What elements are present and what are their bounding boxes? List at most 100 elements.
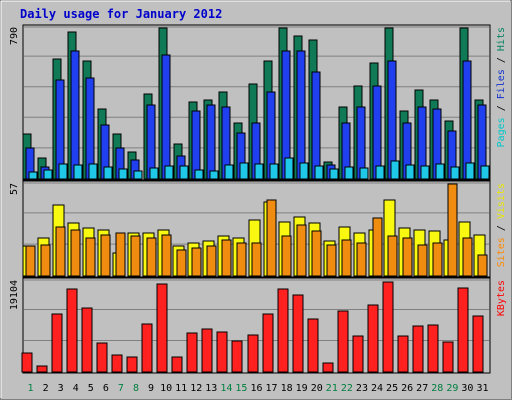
legend-entry: Visits bbox=[496, 183, 507, 219]
bar-kbytes-day-14 bbox=[216, 331, 228, 373]
bar-pages-day-5 bbox=[88, 163, 98, 180]
bar-pages-day-14 bbox=[224, 164, 234, 180]
bar-kbytes-day-11 bbox=[171, 356, 183, 373]
day-label-11: 11 bbox=[175, 383, 187, 394]
bar-sites-day-26 bbox=[402, 237, 413, 277]
bar-files-day-19 bbox=[296, 50, 306, 180]
bar-kbytes-day-7 bbox=[111, 354, 123, 373]
bar-kbytes-day-3 bbox=[51, 313, 63, 373]
day-label-25: 25 bbox=[386, 383, 398, 394]
day-label-20: 20 bbox=[311, 383, 323, 394]
bar-kbytes-day-1 bbox=[21, 352, 33, 373]
bar-kbytes-day-21 bbox=[322, 362, 334, 373]
bar-kbytes-day-16 bbox=[247, 334, 259, 373]
bar-pages-day-3 bbox=[58, 163, 68, 180]
bar-pages-day-29 bbox=[450, 166, 460, 180]
bar-kbytes-day-30 bbox=[457, 287, 469, 373]
bar-sites-day-20 bbox=[311, 230, 322, 277]
bar-pages-day-24 bbox=[375, 165, 385, 180]
bar-kbytes-day-20 bbox=[307, 318, 319, 373]
day-label-12: 12 bbox=[190, 383, 202, 394]
bar-sites-day-13 bbox=[206, 245, 217, 277]
bar-kbytes-day-13 bbox=[201, 328, 213, 373]
bar-sites-day-14 bbox=[221, 239, 232, 277]
panel-bot-legend: KBytes bbox=[496, 280, 507, 316]
bar-kbytes-day-26 bbox=[397, 335, 409, 373]
panel-top-max-label: 790 bbox=[9, 27, 20, 45]
bar-pages-day-19 bbox=[299, 162, 309, 180]
bar-kbytes-day-25 bbox=[382, 281, 394, 373]
bar-files-day-4 bbox=[70, 50, 80, 180]
legend-entry: Pages bbox=[496, 117, 507, 147]
bar-kbytes-day-17 bbox=[262, 313, 274, 373]
day-label-27: 27 bbox=[416, 383, 428, 394]
bar-pages-day-8 bbox=[133, 170, 143, 180]
bar-pages-day-28 bbox=[435, 163, 445, 180]
legend-entry: Files bbox=[496, 69, 507, 99]
day-label-17: 17 bbox=[266, 383, 278, 394]
legend-entry: Hits bbox=[496, 27, 507, 51]
bar-sites-day-22 bbox=[341, 239, 352, 277]
bar-kbytes-day-19 bbox=[292, 294, 304, 373]
bar-pages-day-22 bbox=[344, 166, 354, 180]
bar-sites-day-21 bbox=[326, 244, 337, 277]
bar-sites-day-28 bbox=[432, 242, 443, 277]
bar-sites-day-12 bbox=[191, 247, 202, 277]
bar-sites-day-24 bbox=[372, 217, 383, 277]
day-label-21: 21 bbox=[326, 383, 338, 394]
bar-pages-day-18 bbox=[284, 157, 294, 180]
bar-kbytes-day-4 bbox=[66, 288, 78, 373]
day-label-22: 22 bbox=[341, 383, 353, 394]
day-label-31: 31 bbox=[476, 383, 488, 394]
bar-kbytes-day-2 bbox=[36, 365, 48, 373]
bar-files-day-13 bbox=[206, 104, 216, 180]
legend-entry: / bbox=[496, 99, 507, 117]
bar-sites-day-16 bbox=[251, 242, 262, 277]
bar-kbytes-day-31 bbox=[472, 315, 484, 373]
bar-sites-day-17 bbox=[266, 199, 277, 277]
bar-kbytes-day-9 bbox=[141, 323, 153, 373]
panel-top: 790 Pages / Files / Hits bbox=[9, 24, 507, 181]
day-label-8: 8 bbox=[133, 383, 139, 394]
bar-pages-day-17 bbox=[269, 163, 279, 180]
bar-kbytes-day-18 bbox=[277, 288, 289, 373]
panel-mid-legend: Sites / Visits bbox=[496, 183, 507, 267]
day-label-2: 2 bbox=[43, 383, 49, 394]
bar-kbytes-day-12 bbox=[186, 332, 198, 373]
bar-pages-day-30 bbox=[465, 162, 475, 180]
bar-pages-day-25 bbox=[390, 160, 400, 180]
bar-sites-day-11 bbox=[176, 249, 187, 277]
panel-mid-max-label: 57 bbox=[9, 183, 20, 195]
bar-sites-day-7 bbox=[115, 232, 126, 277]
bar-kbytes-day-10 bbox=[156, 283, 168, 373]
bar-files-day-10 bbox=[161, 54, 171, 180]
day-label-10: 10 bbox=[160, 383, 172, 394]
bar-sites-day-3 bbox=[55, 226, 66, 277]
bar-kbytes-day-6 bbox=[96, 342, 108, 373]
bar-sites-day-23 bbox=[356, 242, 367, 277]
day-label-5: 5 bbox=[88, 383, 94, 394]
bar-pages-day-16 bbox=[254, 163, 264, 180]
bar-files-day-20 bbox=[311, 71, 321, 180]
panel-top-legend: Pages / Files / Hits bbox=[496, 27, 507, 147]
bar-pages-day-10 bbox=[164, 165, 174, 180]
bar-pages-day-1 bbox=[28, 171, 38, 180]
bar-sites-day-29 bbox=[447, 183, 458, 277]
bar-pages-day-31 bbox=[480, 165, 490, 180]
bar-sites-day-30 bbox=[462, 237, 473, 277]
bar-sites-day-27 bbox=[417, 244, 428, 277]
bar-sites-day-25 bbox=[387, 235, 398, 277]
bar-pages-day-15 bbox=[239, 162, 249, 180]
bar-kbytes-day-22 bbox=[337, 310, 349, 373]
bar-sites-day-4 bbox=[70, 229, 81, 277]
bar-kbytes-day-29 bbox=[442, 341, 454, 373]
bar-sites-day-18 bbox=[281, 235, 292, 277]
bar-files-day-12 bbox=[191, 110, 201, 180]
bar-sites-day-9 bbox=[146, 237, 157, 277]
day-label-19: 19 bbox=[296, 383, 308, 394]
bar-pages-day-6 bbox=[103, 166, 113, 180]
bar-pages-day-13 bbox=[209, 170, 219, 180]
day-label-26: 26 bbox=[401, 383, 413, 394]
bar-pages-day-7 bbox=[118, 168, 128, 180]
